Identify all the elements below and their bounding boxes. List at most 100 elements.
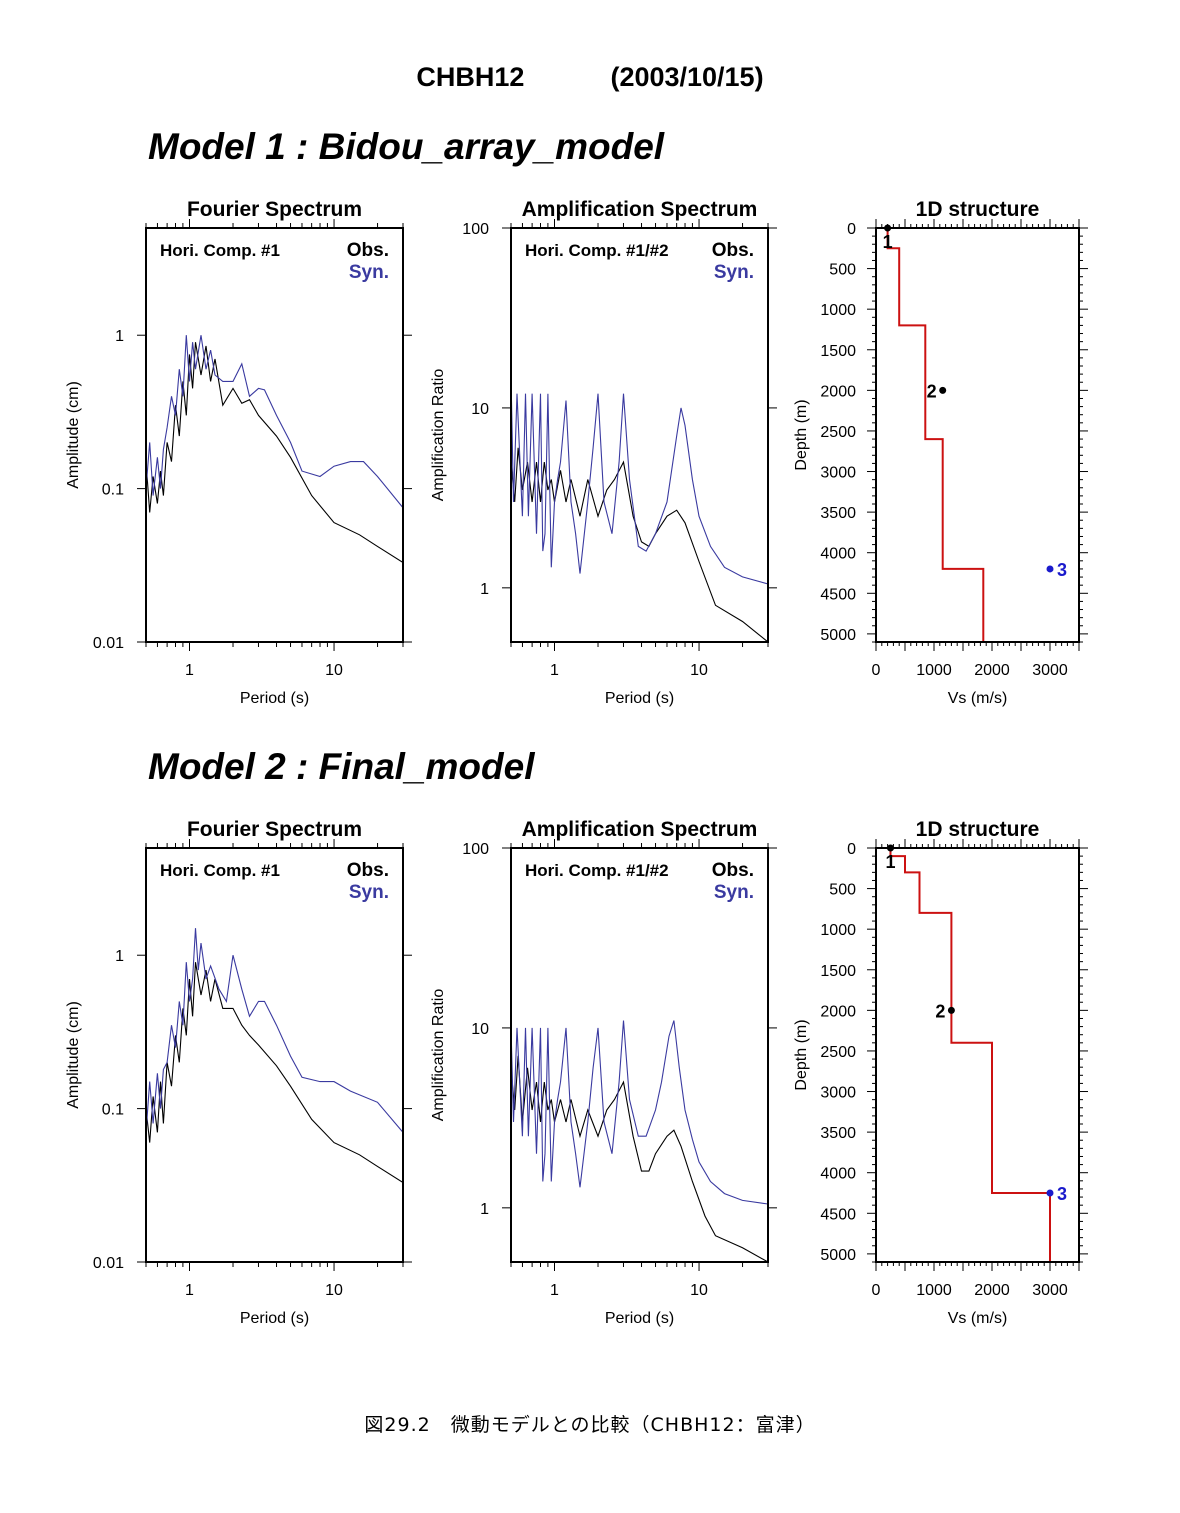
m2-structure-ytick-label: 3000 (820, 1085, 856, 1102)
m1-amplification-xlabel: Period (s) (605, 690, 674, 707)
m1-structure-marker-2 (939, 386, 947, 394)
m2-structure-marker-3 (1046, 1189, 1054, 1197)
model-1-title: Model 1 : Bidou_array_model (148, 126, 665, 167)
m1-amplification-series-syn (511, 376, 768, 585)
m2-amplification-xlabel: Period (s) (605, 1310, 674, 1327)
m2-structure-ytick-label: 3500 (820, 1125, 856, 1142)
m1-structure-ytick-label: 3500 (820, 505, 856, 522)
m1-fourier-legend-syn: Syn. (349, 262, 389, 283)
m1-structure-xtick-label: 3000 (1032, 662, 1068, 679)
m2-fourier-legend-obs: Obs. (347, 860, 389, 881)
m1-structure-ytick-label: 1500 (820, 343, 856, 360)
m1-structure-xtick-label: 0 (872, 662, 881, 679)
m1-fourier-series-obs (146, 342, 403, 563)
m1-amplification-ytick-label: 10 (471, 401, 489, 418)
m1-fourier-xlabel: Period (s) (240, 690, 309, 707)
m2-structure-marker-label-2: 2 (935, 1001, 945, 1021)
m1-structure-marker-label-1: 1 (883, 232, 893, 252)
m2-structure-xtick-label: 2000 (974, 1282, 1010, 1299)
m2-fourier-title: Fourier Spectrum (187, 818, 362, 841)
m1-amplification-series-obs (511, 447, 768, 642)
m1-fourier-component-label: Hori. Comp. #1 (160, 241, 280, 260)
m1-fourier-xtick-label: 1 (185, 662, 194, 679)
m1-structure-ytick-label: 3000 (820, 465, 856, 482)
m1-structure-vs-profile (886, 228, 1050, 643)
m2-structure-ylabel: Depth (m) (793, 1019, 810, 1090)
m2-fourier-xtick-label: 1 (185, 1282, 194, 1299)
station-date: (2003/10/15) (610, 62, 764, 92)
m2-structure-ytick-label: 1500 (820, 963, 856, 980)
m2-structure-marker-2 (947, 1006, 955, 1014)
m2-amplification-xtick-label: 10 (690, 1282, 708, 1299)
m2-structure-xtick-label: 0 (872, 1282, 881, 1299)
m1-structure-xtick-label: 1000 (916, 662, 952, 679)
m1-amplification-component-label: Hori. Comp. #1/#2 (525, 241, 669, 260)
m1-structure-ylabel: Depth (m) (793, 399, 810, 470)
m2-structure-ytick-label: 1000 (820, 922, 856, 939)
m2-amplification-xtick-label: 1 (550, 1282, 559, 1299)
m1-fourier-ytick-label: 1 (115, 328, 124, 345)
m2-structure-marker-label-1: 1 (885, 852, 895, 872)
m2-structure-ytick-label: 500 (829, 882, 856, 899)
m1-amplification-xtick-label: 1 (550, 662, 559, 679)
m1-amplification-ylabel: Amplification Ratio (430, 369, 447, 502)
m2-fourier-ytick-label: 1 (115, 948, 124, 965)
m1-structure-ytick-label: 2500 (820, 424, 856, 441)
m2-structure-xlabel: Vs (m/s) (948, 1310, 1008, 1327)
m1-structure-title: 1D structure (916, 198, 1040, 221)
m1-amplification-legend-syn: Syn. (714, 262, 754, 283)
m1-amplification-xtick-label: 10 (690, 662, 708, 679)
m1-fourier-ylabel: Amplitude (cm) (65, 381, 82, 489)
m1-amplification-chart: Amplification Spectrum 1 10 1 10 100 Period (s… (430, 198, 777, 707)
m2-structure-frame (875, 847, 1080, 1263)
m1-fourier-title: Fourier Spectrum (187, 198, 362, 221)
m1-amplification-frame (510, 227, 769, 643)
m2-structure-ytick-label: 0 (847, 841, 856, 858)
m2-structure-marker-1 (887, 844, 894, 852)
m1-structure-xtick-label: 2000 (974, 662, 1010, 679)
m1-structure-ytick-label: 1000 (820, 302, 856, 319)
m1-structure-marker-3 (1046, 565, 1054, 573)
m2-amplification-series-obs (511, 1055, 768, 1262)
model-2-title: Model 2 : Final_model (148, 746, 535, 787)
m2-amplification-component-label: Hori. Comp. #1/#2 (525, 861, 669, 880)
m2-amplification-legend-syn: Syn. (714, 882, 754, 903)
m2-fourier-component-label: Hori. Comp. #1 (160, 861, 280, 880)
m1-fourier-frame (145, 227, 404, 643)
figure-caption: 図29.2 微動モデルとの比較（CHBH12：富津） (364, 1414, 816, 1436)
m2-structure-xtick-label: 1000 (916, 1282, 952, 1299)
m2-structure-chart: 1D structure 0 500 1000 1500 2000 2500 3000 3500… (793, 818, 1088, 1327)
m2-amplification-legend-obs: Obs. (712, 860, 754, 881)
m2-structure-title: 1D structure (916, 818, 1040, 841)
m1-structure-marker-label-3: 3 (1057, 560, 1067, 580)
m1-fourier-chart: Fourier Spectrum 1 10 0.01 0.1 1 Period (s) Amp… (65, 198, 412, 707)
m1-amplification-legend-obs: Obs. (712, 240, 754, 261)
m2-structure-ytick-label: 4000 (820, 1166, 856, 1183)
m2-fourier-series-obs (146, 962, 403, 1183)
m1-fourier-series-syn (146, 335, 403, 509)
m2-structure-vs-profile (889, 848, 1051, 1262)
m2-fourier-ytick-label: 0.01 (93, 1255, 124, 1272)
m2-fourier-legend-syn: Syn. (349, 882, 389, 903)
m2-structure-xtick-label: 3000 (1032, 1282, 1068, 1299)
m1-structure-ytick-label: 500 (829, 262, 856, 279)
m2-structure-ytick-label: 2000 (820, 1003, 856, 1020)
m1-structure-marker-label-2: 2 (927, 381, 937, 401)
m2-fourier-xtick-label: 10 (325, 1282, 343, 1299)
m2-structure-ytick-label: 2500 (820, 1044, 856, 1061)
m2-fourier-chart: Fourier Spectrum 1 10 0.01 0.1 1 Period (s) Amp… (65, 818, 412, 1327)
m2-amplification-ytick-label: 1 (480, 1201, 489, 1218)
m2-amplification-ytick-label: 100 (462, 841, 489, 858)
m2-fourier-xlabel: Period (s) (240, 1310, 309, 1327)
m1-amplification-ytick-label: 100 (462, 221, 489, 238)
m1-structure-ytick-label: 2000 (820, 383, 856, 400)
m1-fourier-legend-obs: Obs. (347, 240, 389, 261)
m2-fourier-ytick-label: 0.1 (102, 1102, 124, 1119)
m1-structure-ytick-label: 4000 (820, 546, 856, 563)
m2-structure-ytick-label: 5000 (820, 1247, 856, 1264)
m2-structure-ytick-label: 4500 (820, 1206, 856, 1223)
m2-fourier-ylabel: Amplitude (cm) (65, 1001, 82, 1109)
m1-structure-ytick-label: 4500 (820, 586, 856, 603)
